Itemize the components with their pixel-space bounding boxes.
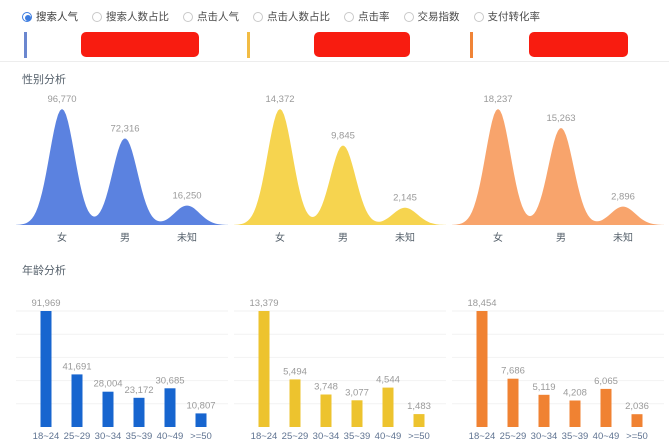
svg-text:5,119: 5,119	[532, 382, 555, 393]
svg-text:2,145: 2,145	[393, 193, 417, 204]
svg-text:2,896: 2,896	[611, 192, 635, 203]
radio-icon	[253, 11, 263, 22]
svg-text:女: 女	[57, 231, 67, 244]
metric-radio-0[interactable]: 搜索人气	[22, 9, 78, 24]
svg-text:40~49: 40~49	[157, 431, 184, 441]
svg-text:男: 男	[556, 232, 566, 244]
metric-radio-2[interactable]: 点击人气	[183, 9, 239, 24]
metric-radio-label: 交易指数	[417, 11, 460, 23]
svg-text:4,208: 4,208	[563, 388, 587, 399]
svg-text:9,845: 9,845	[331, 131, 355, 142]
svg-text:30~34: 30~34	[313, 431, 340, 441]
svg-text:未知: 未知	[177, 231, 197, 244]
svg-text:未知: 未知	[613, 231, 633, 244]
svg-text:30~34: 30~34	[95, 431, 122, 441]
legend-redacted-label	[81, 32, 199, 57]
svg-text:16,250: 16,250	[172, 191, 201, 202]
legend-item-0[interactable]	[0, 28, 223, 61]
svg-text:35~39: 35~39	[562, 431, 589, 441]
svg-text:35~39: 35~39	[126, 431, 153, 441]
gender-area-chart-1: 96,770 女 72,316 男 16,250 未知	[16, 87, 234, 249]
metric-radio-group: 搜索人气 搜索人数占比 点击人气 点击人数占比 点击率 交易指数 支付转化率	[0, 0, 669, 26]
radio-icon	[183, 11, 193, 22]
gender-charts-row: 96,770 女 72,316 男 16,250 未知 14,372 女 9,845 男 2,14…	[0, 87, 669, 249]
metric-radio-1[interactable]: 搜索人数占比	[92, 9, 169, 24]
svg-text:>=50: >=50	[190, 431, 212, 441]
svg-text:10,807: 10,807	[186, 400, 215, 411]
legend-color-tick	[470, 31, 473, 58]
age-bar-chart-3: 18,454 18~24 7,686 25~29 5,119 30~34 4,208 35~3…	[452, 287, 669, 441]
metric-radio-4[interactable]: 点击率	[344, 9, 390, 24]
svg-text:72,316: 72,316	[110, 123, 139, 134]
legend-color-tick	[247, 31, 250, 58]
metric-radio-label: 支付转化率	[487, 11, 541, 23]
svg-text:30~34: 30~34	[531, 431, 558, 441]
svg-text:18~24: 18~24	[469, 431, 496, 441]
svg-text:1,483: 1,483	[407, 401, 431, 412]
gender-area-chart-3: 18,237 女 15,263 男 2,896 未知	[452, 87, 669, 249]
gender-section-title: 性别分析	[22, 74, 66, 86]
legend-redacted-label	[529, 32, 628, 57]
legend-color-tick	[24, 31, 27, 58]
svg-text:男: 男	[120, 232, 130, 244]
svg-text:18,454: 18,454	[467, 298, 496, 309]
svg-text:2,036: 2,036	[625, 401, 649, 412]
svg-text:35~39: 35~39	[344, 431, 371, 441]
svg-text:5,494: 5,494	[283, 366, 307, 377]
metric-radio-5[interactable]: 交易指数	[403, 9, 460, 24]
age-bar-chart-1: 91,969 18~24 41,691 25~29 28,004 30~34 23,172 3…	[16, 287, 234, 441]
svg-text:91,969: 91,969	[31, 298, 60, 309]
metric-radio-6[interactable]: 支付转化率	[473, 9, 541, 24]
svg-text:28,004: 28,004	[93, 379, 122, 390]
svg-text:96,770: 96,770	[47, 94, 76, 105]
svg-text:>=50: >=50	[626, 431, 648, 441]
radio-icon	[403, 11, 414, 22]
svg-text:25~29: 25~29	[500, 431, 527, 441]
svg-text:3,077: 3,077	[345, 387, 369, 398]
svg-text:女: 女	[493, 231, 503, 244]
metric-radio-label: 搜索人数占比	[106, 11, 169, 23]
svg-text:30,685: 30,685	[155, 375, 184, 386]
svg-text:7,686: 7,686	[501, 366, 525, 377]
svg-text:男: 男	[338, 232, 348, 244]
legend-redacted-label	[314, 32, 410, 57]
svg-text:女: 女	[275, 231, 285, 244]
metric-radio-label: 点击人数占比	[267, 11, 330, 23]
radio-icon	[22, 11, 32, 22]
svg-text:未知: 未知	[395, 231, 415, 244]
svg-text:25~29: 25~29	[64, 431, 91, 441]
age-bar-chart-2: 13,379 18~24 5,494 25~29 3,748 30~34 3,077 35~3…	[234, 287, 452, 441]
svg-text:>=50: >=50	[408, 431, 430, 441]
radio-icon	[473, 11, 484, 22]
legend-item-1[interactable]	[223, 28, 446, 61]
svg-text:18~24: 18~24	[251, 431, 278, 441]
svg-text:15,263: 15,263	[546, 113, 575, 124]
svg-text:18,237: 18,237	[483, 94, 512, 105]
age-section-title: 年龄分析	[22, 265, 66, 277]
metric-radio-label: 点击人气	[197, 11, 239, 23]
svg-text:14,372: 14,372	[265, 94, 294, 105]
metric-radio-label: 点击率	[358, 11, 390, 23]
radio-icon	[92, 11, 102, 22]
svg-text:13,379: 13,379	[249, 298, 278, 309]
svg-text:18~24: 18~24	[33, 431, 60, 441]
svg-text:4,544: 4,544	[376, 375, 400, 386]
metric-radio-3[interactable]: 点击人数占比	[253, 9, 330, 24]
age-charts-row: 91,969 18~24 41,691 25~29 28,004 30~34 23,172 3…	[0, 287, 669, 441]
legend-row	[0, 28, 669, 62]
metric-radio-label: 搜索人气	[36, 11, 78, 23]
legend-item-2[interactable]	[446, 28, 669, 61]
svg-text:25~29: 25~29	[282, 431, 309, 441]
gender-area-chart-2: 14,372 女 9,845 男 2,145 未知	[234, 87, 452, 249]
svg-text:6,065: 6,065	[594, 376, 618, 387]
svg-text:40~49: 40~49	[375, 431, 402, 441]
svg-text:41,691: 41,691	[62, 361, 91, 372]
svg-text:3,748: 3,748	[314, 382, 338, 393]
svg-text:40~49: 40~49	[593, 431, 620, 441]
radio-icon	[344, 11, 354, 22]
svg-text:23,172: 23,172	[124, 385, 153, 396]
